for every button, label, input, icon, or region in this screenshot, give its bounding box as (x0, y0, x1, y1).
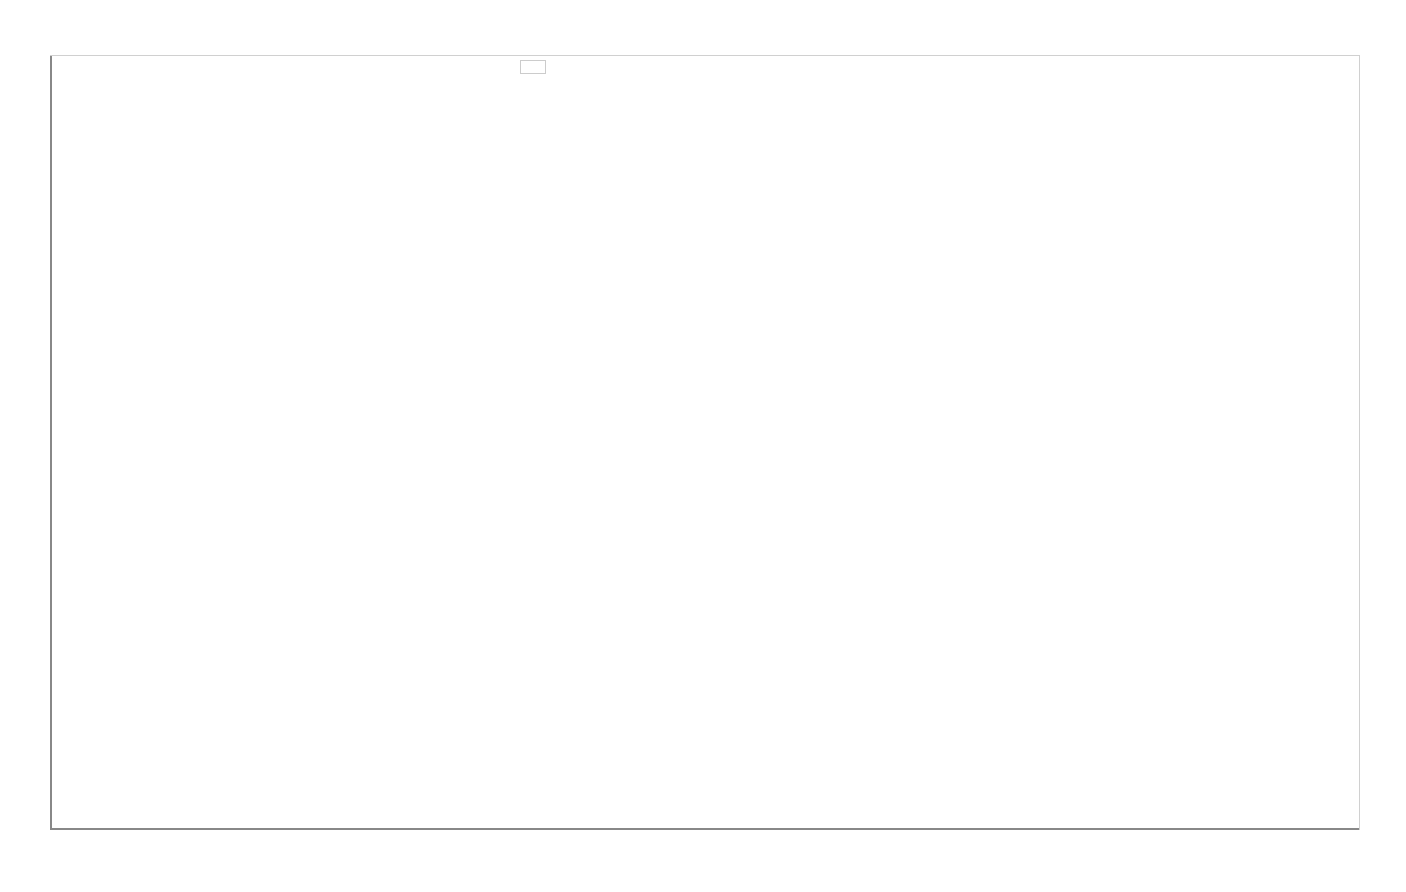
scatter-plot-svg (50, 55, 1360, 830)
legend-stats (520, 60, 546, 74)
